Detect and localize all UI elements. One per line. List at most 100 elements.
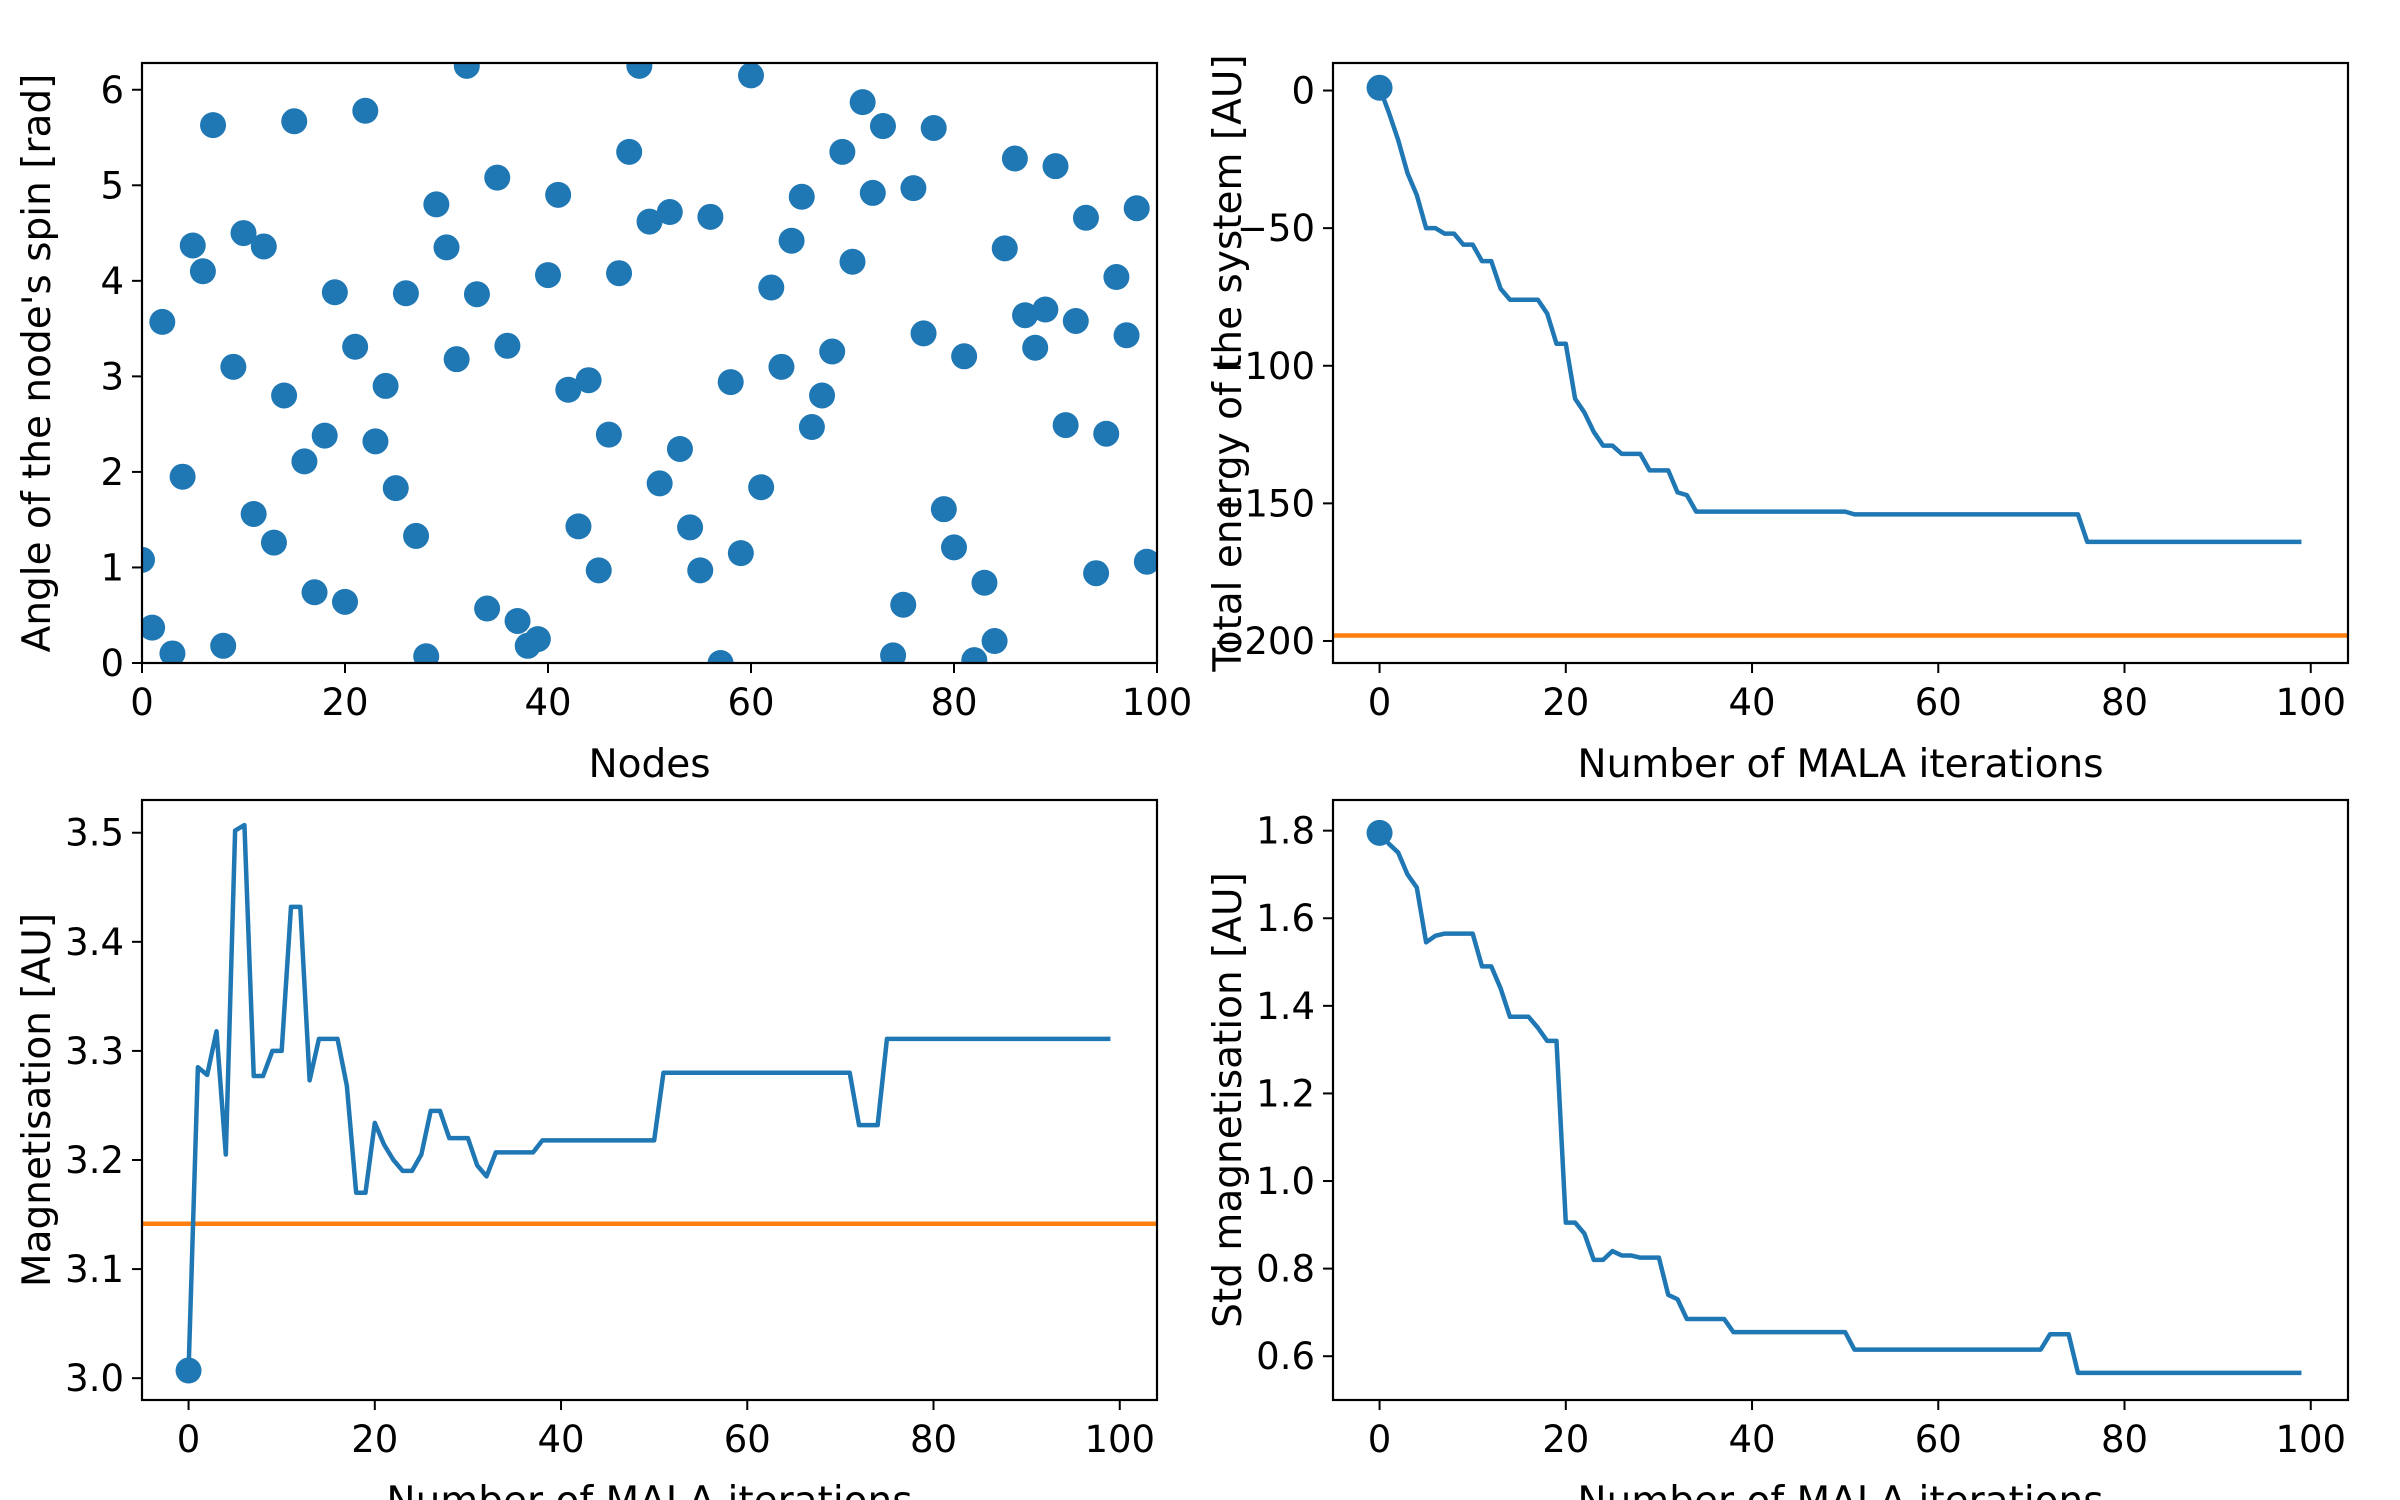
scatter-point bbox=[656, 199, 683, 226]
scatter-point bbox=[971, 569, 998, 596]
scatter-point bbox=[142, 614, 166, 641]
start-marker bbox=[1366, 74, 1393, 101]
scatter-point bbox=[961, 647, 988, 663]
x-tick-label: 0 bbox=[130, 681, 154, 724]
x-tick-label: 40 bbox=[1728, 681, 1775, 724]
scatter-point bbox=[646, 470, 673, 497]
scatter-point bbox=[1083, 560, 1110, 587]
x-tick-label: 40 bbox=[524, 681, 571, 724]
x-tick-label: 20 bbox=[321, 681, 368, 724]
scatter-point bbox=[1133, 548, 1157, 575]
y-tick-label: 3 bbox=[100, 355, 124, 398]
scatter-point bbox=[616, 138, 643, 165]
scatter-point bbox=[788, 183, 815, 210]
scatter-point bbox=[829, 138, 856, 165]
scatter-point bbox=[981, 628, 1008, 655]
y-axis-label: Angle of the node's spin [rad] bbox=[15, 74, 60, 653]
scatter-point bbox=[1022, 334, 1049, 361]
scatter-point bbox=[484, 164, 511, 191]
scatter-point bbox=[453, 63, 480, 79]
x-tick-label: 0 bbox=[1368, 1418, 1392, 1461]
y-axis-label: Std magnetisation [AU] bbox=[1206, 872, 1251, 1328]
x-tick-label: 20 bbox=[1542, 681, 1589, 724]
axes-frame bbox=[140, 798, 1159, 1402]
scatter-point bbox=[677, 514, 704, 541]
axes-frame bbox=[140, 61, 1159, 665]
scatter-point bbox=[890, 591, 917, 618]
scatter-point bbox=[575, 367, 602, 394]
y-tick-label: 1.8 bbox=[1256, 810, 1315, 853]
scatter-point bbox=[869, 113, 896, 140]
y-tick-label: −200 bbox=[1213, 620, 1315, 663]
scatter-point bbox=[291, 448, 318, 475]
scatter-point bbox=[179, 232, 206, 259]
y-tick-label: 0 bbox=[100, 642, 124, 685]
scatter-point bbox=[1001, 145, 1028, 172]
scatter-point bbox=[250, 233, 277, 260]
y-tick-label: 0 bbox=[1291, 70, 1315, 113]
scatter-point bbox=[930, 496, 957, 523]
y-tick-label: 6 bbox=[100, 69, 124, 112]
scatter-point bbox=[332, 588, 358, 615]
scatter-point bbox=[433, 234, 460, 261]
scatter-point bbox=[606, 260, 633, 287]
panel-magnetisation: 0 20 40 60 80 100 3.0 3.1 3.2 3.3 3.4 3.5 Number of … bbox=[15, 798, 1159, 1500]
scatter-point bbox=[748, 474, 775, 501]
scatter-point bbox=[443, 346, 470, 373]
scatter-point bbox=[1042, 153, 1069, 180]
x-tick-label: 80 bbox=[2101, 1418, 2148, 1461]
panel-total-energy: 0 20 40 60 80 100 0 −50 −100 −150 −200 Number of MA… bbox=[1206, 54, 2350, 787]
x-tick-label: 60 bbox=[1915, 681, 1962, 724]
scatter-point bbox=[565, 513, 592, 540]
start-marker bbox=[175, 1357, 202, 1384]
scatter-point bbox=[991, 235, 1018, 262]
scatter-point bbox=[311, 422, 338, 449]
x-tick-label: 80 bbox=[910, 1418, 957, 1461]
scatter-point bbox=[849, 89, 876, 116]
scatter-point bbox=[504, 607, 531, 634]
panel-std-magnetisation: 0 20 40 60 80 100 0.6 0.8 1.0 1.2 1.4 1.6 1.8 Number … bbox=[1206, 798, 2350, 1500]
scatter-point bbox=[809, 382, 836, 409]
axes-frame bbox=[1331, 798, 2350, 1402]
scatter-point bbox=[142, 546, 155, 573]
panel-spin-angles: 0 20 40 60 80 100 0 1 2 3 4 5 6 Nodes Angle of the nod… bbox=[15, 61, 1192, 787]
scatter-point bbox=[342, 333, 369, 360]
scatter-point bbox=[900, 175, 927, 202]
y-tick-label: 3.0 bbox=[65, 1357, 124, 1400]
x-tick-label: 40 bbox=[1728, 1418, 1775, 1461]
series-line bbox=[1377, 831, 2302, 1376]
y-tick-label: 3.2 bbox=[65, 1139, 124, 1182]
x-axis-label: Number of MALA iterations bbox=[386, 1479, 912, 1500]
y-tick-label: 0.8 bbox=[1256, 1248, 1315, 1291]
scatter-points bbox=[142, 63, 1157, 663]
scatter-point bbox=[717, 369, 744, 396]
scatter-point bbox=[159, 640, 186, 663]
y-tick-label: 3.1 bbox=[65, 1248, 124, 1291]
scatter-point bbox=[494, 332, 521, 359]
scatter-point bbox=[758, 274, 785, 301]
y-tick-label: −100 bbox=[1213, 345, 1315, 388]
x-tick-label: 20 bbox=[351, 1418, 398, 1461]
y-axis-label: Total energy of the system [AU] bbox=[1206, 54, 1251, 672]
scatter-point bbox=[951, 343, 978, 370]
y-tick-label: 4 bbox=[100, 260, 124, 303]
scatter-point bbox=[271, 382, 298, 409]
scatter-point bbox=[880, 642, 907, 663]
scatter-point bbox=[778, 227, 805, 254]
y-tick-label: 0.6 bbox=[1256, 1335, 1315, 1378]
scatter-point bbox=[819, 338, 846, 365]
scatter-point bbox=[230, 220, 257, 247]
scatter-point bbox=[798, 414, 825, 441]
scatter-point bbox=[707, 650, 734, 663]
scatter-point bbox=[1072, 204, 1099, 231]
x-axis-label: Number of MALA iterations bbox=[1577, 742, 2103, 787]
scatter-point bbox=[1052, 412, 1079, 439]
x-tick-label: 100 bbox=[2275, 681, 2346, 724]
scatter-point bbox=[585, 557, 612, 584]
x-tick-label: 60 bbox=[724, 1418, 771, 1461]
scatter-point bbox=[1123, 195, 1150, 222]
y-tick-label: 1.6 bbox=[1256, 897, 1315, 940]
scatter-point bbox=[220, 353, 247, 380]
scatter-point bbox=[859, 179, 886, 206]
scatter-point bbox=[413, 643, 440, 663]
